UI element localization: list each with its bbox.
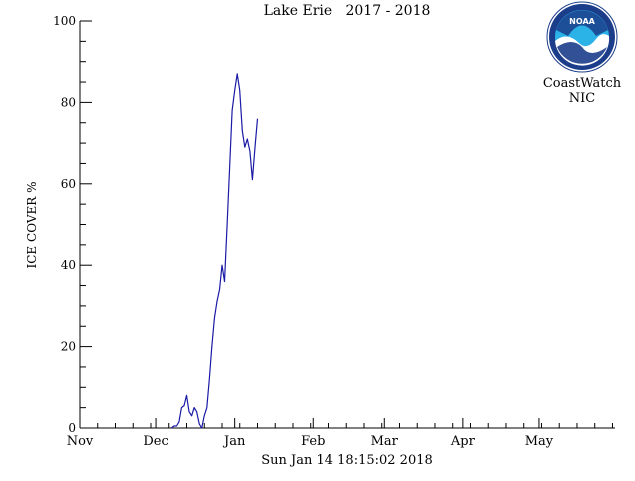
noaa-logo: NOAA xyxy=(546,1,618,73)
y-tick-label: 60 xyxy=(61,177,76,191)
x-tick-label: Nov xyxy=(67,434,94,449)
x-tick-label: Mar xyxy=(371,434,399,449)
coastwatch-label: CoastWatch xyxy=(543,76,622,91)
chart-title: Lake Erie 2017 - 2018 xyxy=(264,3,431,19)
timestamp-label: Sun Jan 14 18:15:02 2018 xyxy=(261,453,433,468)
nic-label: NIC xyxy=(569,91,596,106)
y-tick-label: 80 xyxy=(61,95,76,109)
x-tick-label: Apr xyxy=(450,434,476,449)
x-tick-label: Dec xyxy=(143,434,168,449)
y-tick-label: 0 xyxy=(68,421,76,435)
y-tick-label: 40 xyxy=(61,258,76,272)
x-tick-label: May xyxy=(525,434,554,449)
y-axis-label: ICE COVER % xyxy=(25,182,39,269)
ice-cover-series-line xyxy=(170,73,259,429)
y-tick-label: 20 xyxy=(61,340,76,354)
x-tick-label: Jan xyxy=(222,434,246,449)
x-tick-label: Feb xyxy=(301,434,325,449)
series-group xyxy=(170,73,259,429)
axes: 0 20 40 60 80 100 Nov Dec Jan Feb Mar Apr May xyxy=(53,14,615,449)
y-tick-label: 100 xyxy=(53,14,76,28)
noaa-logo-text: NOAA xyxy=(569,17,595,26)
